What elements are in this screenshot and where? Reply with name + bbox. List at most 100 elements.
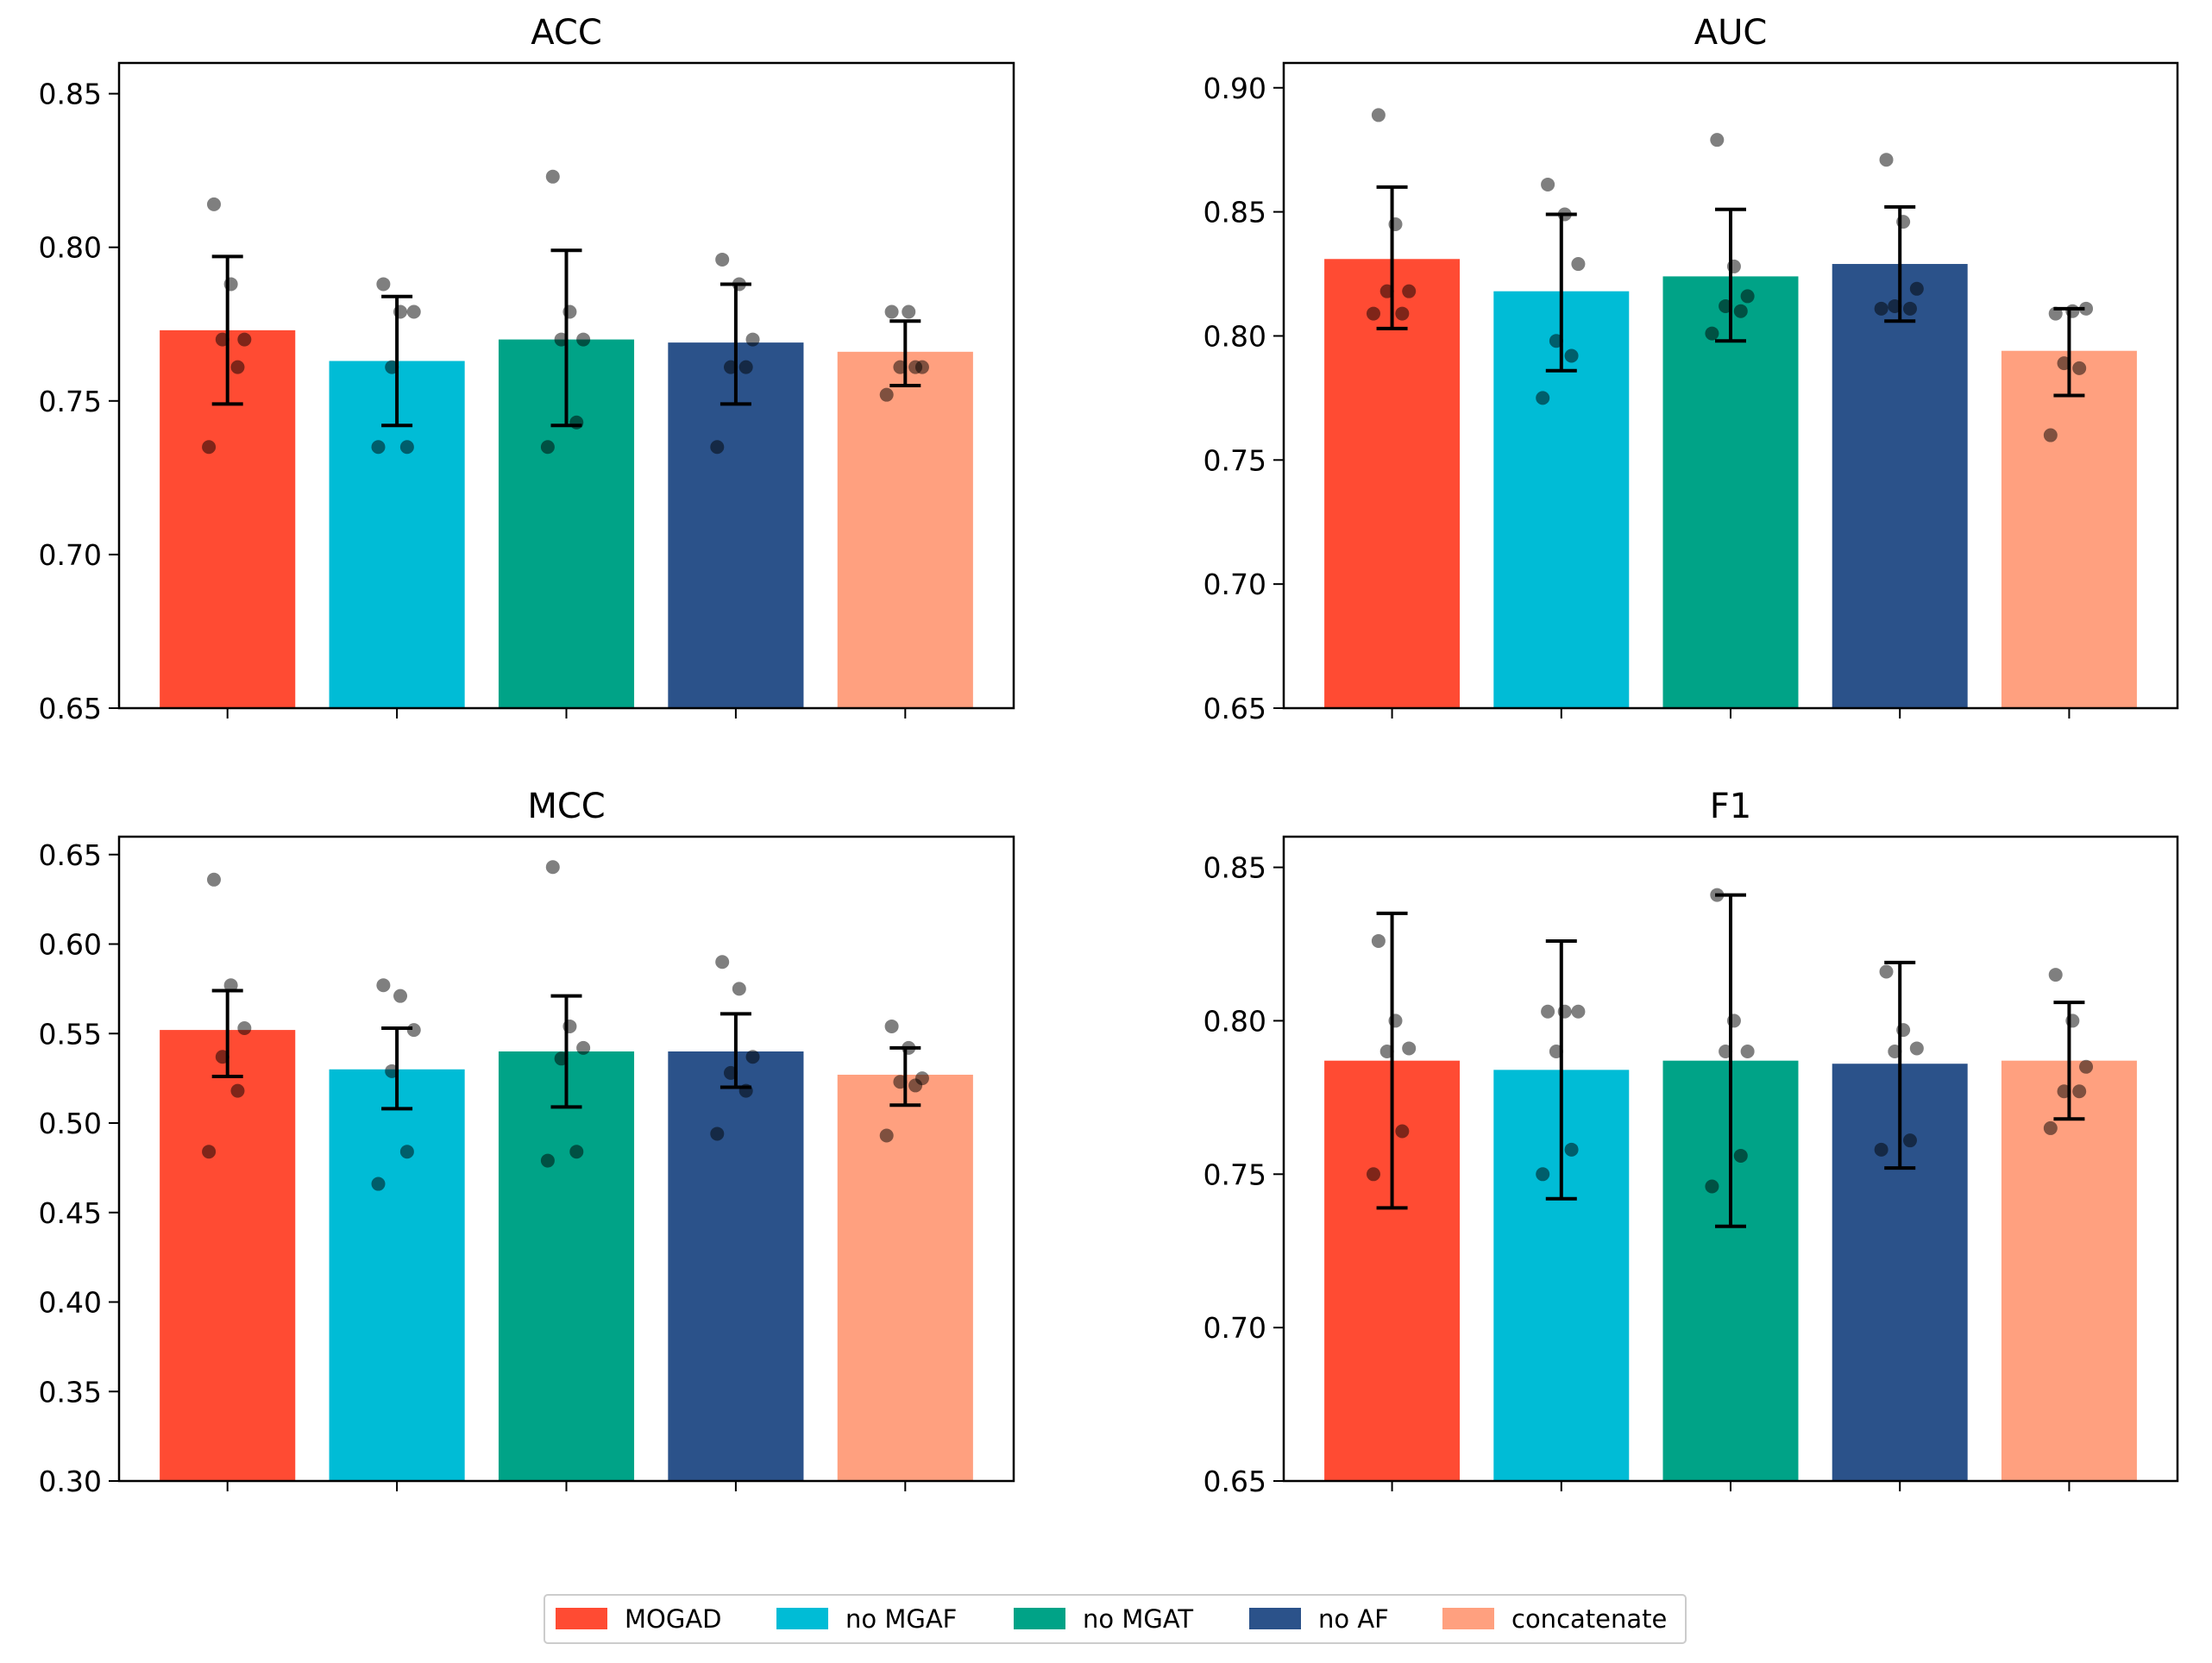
data-point: [545, 169, 560, 184]
data-point: [237, 332, 252, 347]
data-point: [399, 1145, 414, 1159]
data-point: [1571, 257, 1586, 272]
y-tick-label: 0.80: [1203, 319, 1266, 353]
error-bar: [1884, 204, 1916, 323]
data-point: [237, 1021, 252, 1036]
error-bar: [2053, 306, 2085, 398]
data-point: [1909, 281, 1924, 296]
subplot-mcc: 0.30 0.35 0.40 0.45 0.50 0.55 0.60 0.65 MCC: [39, 787, 1015, 1498]
legend-swatch: [1249, 1608, 1301, 1629]
y-tick-label: 0.45: [39, 1196, 102, 1230]
legend-item: no MGAF: [776, 1604, 957, 1634]
y-tick-label: 0.30: [39, 1465, 102, 1498]
error-bar: [211, 254, 243, 406]
data-point: [540, 1153, 555, 1168]
data-point: [1902, 301, 1917, 316]
data-point: [732, 982, 746, 996]
legend-item: MOGAD: [556, 1604, 722, 1634]
data-point: [1366, 1167, 1380, 1182]
y-tick-label: 0.55: [39, 1017, 102, 1051]
data-point: [1740, 1045, 1755, 1058]
data-point: [2079, 301, 2094, 316]
subplot-f1: 0.65 0.70 0.75 0.80 0.85 F1: [1203, 787, 2179, 1498]
data-point: [1395, 1124, 1410, 1139]
data-point: [1705, 1179, 1719, 1194]
data-point: [371, 440, 386, 455]
error-bar: [1715, 893, 1746, 1228]
y-tick-label: 0.75: [1203, 443, 1266, 477]
y-tick-label: 0.90: [1203, 72, 1266, 105]
error-bar: [720, 1012, 751, 1089]
data-point: [1366, 306, 1380, 321]
data-point: [202, 1145, 217, 1159]
subplot-auc: 0.65 0.70 0.75 0.80 0.85 0.90 AUC: [1203, 13, 2179, 725]
data-point: [406, 1023, 421, 1038]
data-point: [545, 860, 560, 875]
data-point: [1541, 1004, 1555, 1019]
data-point: [745, 332, 760, 347]
data-point: [1536, 1167, 1550, 1182]
legend-swatch: [556, 1608, 607, 1629]
data-point: [576, 332, 591, 347]
data-point: [1733, 304, 1748, 318]
data-point: [1564, 1142, 1579, 1157]
data-point: [1733, 1148, 1748, 1163]
data-point: [1395, 306, 1410, 321]
data-point: [879, 1128, 894, 1143]
data-point: [2043, 1120, 2058, 1135]
data-point: [2043, 428, 2058, 442]
error-bar: [1715, 207, 1746, 343]
data-point: [884, 304, 899, 319]
y-tick-label: 0.65: [39, 692, 102, 725]
data-point: [1902, 1133, 1917, 1148]
y-tick-label: 0.50: [39, 1107, 102, 1140]
data-point: [2048, 968, 2063, 982]
y-tick-label: 0.85: [1203, 196, 1266, 229]
data-point: [376, 277, 391, 292]
data-point: [715, 252, 730, 267]
legend-label: concatenate: [1511, 1604, 1667, 1634]
bar-no-mgat: [1662, 276, 1799, 708]
data-point: [406, 304, 421, 319]
data-point: [2072, 361, 2087, 375]
error-bar: [1376, 911, 1408, 1210]
bar-mogad: [1324, 259, 1461, 708]
legend-label: no MGAT: [1083, 1604, 1193, 1634]
error-bar: [211, 988, 243, 1079]
bar-concatenate: [837, 1074, 973, 1481]
data-point: [202, 440, 217, 455]
data-point: [1874, 1142, 1888, 1157]
legend-item: no AF: [1249, 1604, 1389, 1634]
data-point: [1879, 964, 1894, 979]
legend-swatch: [1014, 1608, 1065, 1629]
data-point: [1564, 348, 1579, 363]
y-tick-label: 0.80: [39, 231, 102, 265]
y-tick-label: 0.65: [1203, 692, 1266, 725]
y-tick-label: 0.85: [39, 78, 102, 111]
subplot-acc: 0.65 0.70 0.75 0.80 0.85 ACC: [39, 13, 1015, 725]
y-tick-label: 0.70: [1203, 1311, 1266, 1345]
data-point: [576, 1040, 591, 1055]
legend-item: concatenate: [1442, 1604, 1667, 1634]
y-tick-label: 0.85: [1203, 851, 1266, 885]
y-tick-label: 0.75: [39, 385, 102, 418]
bar-concatenate: [2001, 1060, 2137, 1481]
data-point: [710, 1126, 725, 1141]
y-tick-label: 0.70: [1203, 568, 1266, 601]
data-point: [393, 988, 408, 1003]
data-point: [1371, 933, 1386, 948]
data-point: [710, 440, 725, 455]
y-tick-label: 0.70: [39, 538, 102, 572]
legend-swatch: [776, 1608, 828, 1629]
y-tick-label: 0.65: [1203, 1465, 1266, 1498]
legend-swatch: [1442, 1608, 1494, 1629]
data-point: [230, 1083, 245, 1098]
data-point: [1909, 1041, 1924, 1056]
data-point: [1710, 133, 1725, 147]
y-tick-label: 0.35: [39, 1375, 102, 1409]
data-point: [371, 1177, 386, 1191]
error-bar: [381, 294, 413, 428]
bar-no-af: [1832, 264, 1968, 708]
data-point: [206, 872, 221, 887]
data-point: [745, 1050, 760, 1064]
